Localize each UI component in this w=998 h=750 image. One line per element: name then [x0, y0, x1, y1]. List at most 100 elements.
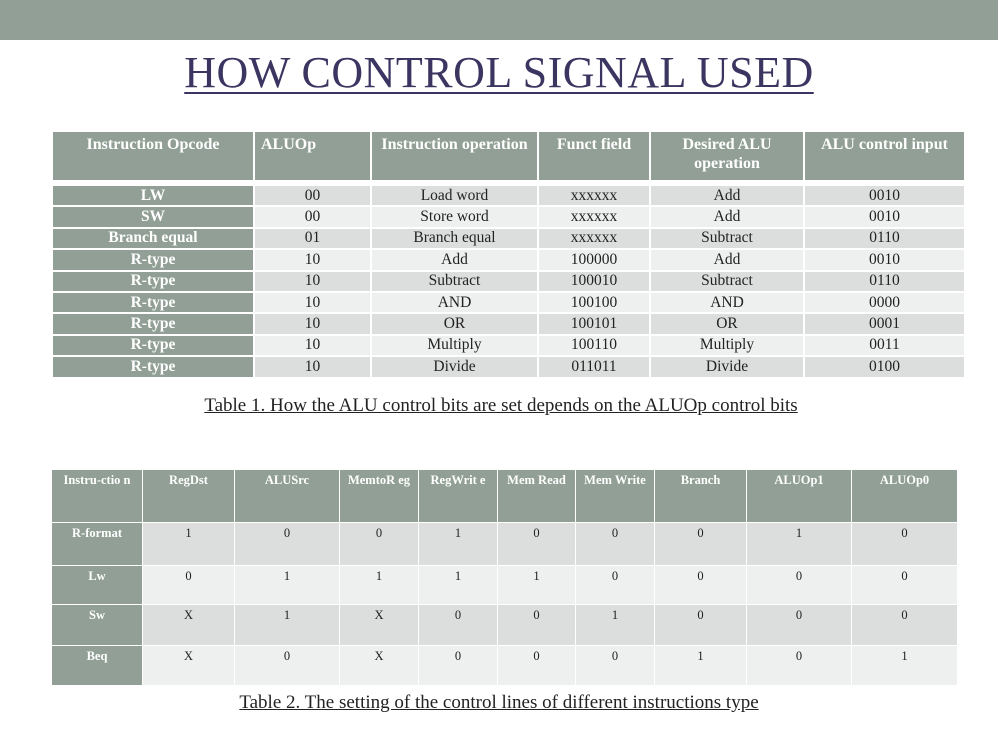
table-cell: Subtract [649, 269, 805, 293]
table-cell: 0 [654, 604, 747, 646]
table-cell: 10 [253, 290, 372, 315]
table-cell: 1 [418, 565, 498, 605]
table-cell: Load word [370, 183, 539, 208]
table-cell: Multiply [370, 333, 539, 358]
table-cell: Add [649, 205, 805, 229]
table-row: R-type 10 Add 100000 Add 0010 [51, 248, 966, 272]
table-cell: 0 [746, 565, 852, 605]
table-cell: 0 [339, 522, 419, 566]
column-header: RegDst [142, 469, 235, 523]
table-cell: 0010 [803, 183, 966, 208]
table-cell: 0 [497, 604, 576, 646]
table-cell: 1 [575, 604, 655, 646]
table-cell: Divide [649, 355, 805, 379]
table-cell: 10 [253, 312, 372, 336]
table-cell: 1 [654, 645, 747, 686]
table-cell: 10 [253, 248, 372, 272]
table-cell: Branch equal [370, 226, 539, 251]
row-label-cell: R-type [51, 333, 255, 358]
table-cell: Multiply [649, 333, 805, 358]
table-row: R-type 10 Divide 011011 Divide 0100 [51, 355, 966, 379]
column-header: Desired ALU operation [649, 130, 805, 182]
table-cell: 100000 [537, 248, 651, 272]
table-row: R-type 10 OR 100101 OR 0001 [51, 312, 966, 336]
row-label-cell: R-type [51, 355, 255, 379]
column-header: ALUOp0 [851, 469, 958, 523]
table-cell: xxxxxx [537, 226, 651, 251]
table-cell: 100110 [537, 333, 651, 358]
table-row: LW 00 Load word xxxxxx Add 0010 [51, 183, 966, 208]
column-header: MemtoR eg [339, 469, 419, 523]
table-header-row: Instru-ctio n RegDst ALUSrc MemtoR eg Re… [51, 469, 958, 523]
column-header: Mem Read [497, 469, 576, 523]
table-cell: 0 [654, 565, 747, 605]
table-cell: 0010 [803, 248, 966, 272]
table-cell: 10 [253, 355, 372, 379]
column-header: Instruction Opcode [51, 130, 255, 182]
table-cell: AND [649, 290, 805, 315]
table-cell: 0 [234, 522, 340, 566]
table-row: Branch equal 01 Branch equal xxxxxx Subtract… [51, 226, 966, 251]
column-header: Funct field [537, 130, 651, 182]
column-header: Instru-ctio n [51, 469, 143, 523]
column-header: ALUOp1 [746, 469, 852, 523]
table-cell: 1 [746, 522, 852, 566]
table-cell: 0001 [803, 312, 966, 336]
table-cell: 1 [497, 565, 576, 605]
row-label-cell: R-type [51, 290, 255, 315]
table-cell: Subtract [370, 269, 539, 293]
table-cell: 0 [497, 522, 576, 566]
table-cell: Subtract [649, 226, 805, 251]
row-label-cell: Branch equal [51, 226, 255, 251]
row-label-cell: R-type [51, 269, 255, 293]
table-cell: Add [370, 248, 539, 272]
table-cell: Divide [370, 355, 539, 379]
column-header: ALU control input [803, 130, 966, 182]
table-cell: 0 [418, 645, 498, 686]
table-row: Lw 0 1 1 1 1 0 0 0 0 [51, 565, 958, 605]
table-cell: 011011 [537, 355, 651, 379]
row-label-cell: Beq [51, 645, 143, 686]
table-cell: 00 [253, 205, 372, 229]
table-cell: 0 [851, 565, 958, 605]
table-cell: 100100 [537, 290, 651, 315]
header-separator [52, 181, 965, 185]
table-cell: 0 [746, 645, 852, 686]
table-cell: AND [370, 290, 539, 315]
table-cell: 1 [851, 645, 958, 686]
row-label-cell: SW [51, 205, 255, 229]
column-header: Branch [654, 469, 747, 523]
slide-title: HOW CONTROL SIGNAL USED [184, 48, 814, 97]
table-cell: OR [370, 312, 539, 336]
table-cell: 100101 [537, 312, 651, 336]
table-row: R-format 1 0 0 1 0 0 0 1 0 [51, 522, 958, 566]
table-cell: Add [649, 183, 805, 208]
table-cell: 01 [253, 226, 372, 251]
table-row: Beq X 0 X 0 0 0 1 0 1 [51, 645, 958, 686]
table-cell: 0100 [803, 355, 966, 379]
row-label-cell: Sw [51, 604, 143, 646]
table-row: R-type 10 AND 100100 AND 0000 [51, 290, 966, 315]
column-header: ALUOp [253, 130, 372, 182]
table-cell: 10 [253, 333, 372, 358]
column-header: ALUSrc [234, 469, 340, 523]
table-cell: 0 [497, 645, 576, 686]
table-cell: 0011 [803, 333, 966, 358]
table-cell: 1 [339, 565, 419, 605]
table-cell: 0110 [803, 269, 966, 293]
table-cell: OR [649, 312, 805, 336]
alu-control-table: Instruction Opcode ALUOp Instruction ope… [51, 130, 966, 379]
table-cell: Add [649, 248, 805, 272]
table-cell: X [339, 604, 419, 646]
table1-caption: Table 1. How the ALU control bits are se… [204, 395, 798, 416]
table-cell: 100010 [537, 269, 651, 293]
table-cell: 0 [851, 522, 958, 566]
table-cell: 10 [253, 269, 372, 293]
table-cell: 1 [418, 522, 498, 566]
row-label-cell: R-type [51, 248, 255, 272]
table-cell: 0 [418, 604, 498, 646]
table-cell: 0 [654, 522, 747, 566]
column-header: Mem Write [575, 469, 655, 523]
table-cell: 0 [142, 565, 235, 605]
table-row: SW 00 Store word xxxxxx Add 0010 [51, 205, 966, 229]
